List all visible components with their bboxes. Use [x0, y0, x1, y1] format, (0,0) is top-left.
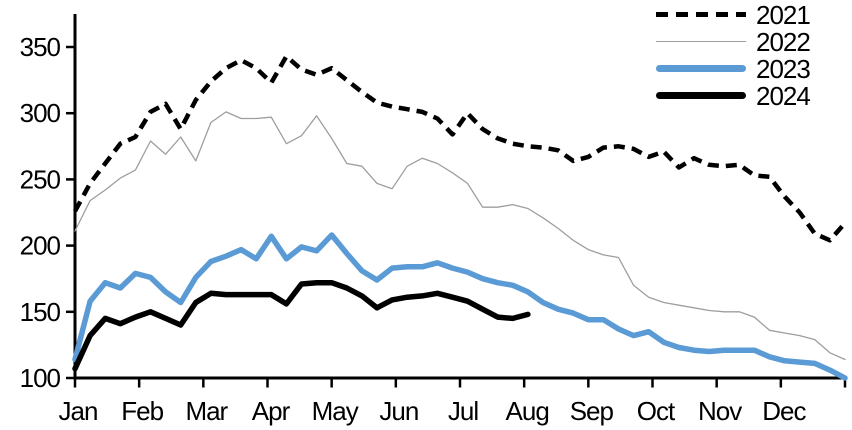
x-axis-month-label: Dec [762, 396, 806, 426]
legend-item-2023: 2023 [656, 53, 811, 84]
y-axis-tick-label: 300 [20, 98, 61, 128]
x-axis-month-label: Jul [448, 396, 478, 426]
legend-item-2022: 2022 [656, 26, 811, 57]
x-axis-month-label: Apr [252, 396, 291, 426]
x-axis-month-label: Jan [59, 396, 98, 426]
x-axis-month-label: Aug [506, 396, 549, 426]
x-axis-month-label: Jun [379, 396, 418, 426]
y-axis-tick-label: 150 [20, 297, 61, 327]
legend: 2021 2022 2023 2024 [656, 0, 811, 111]
y-axis-tick-label: 100 [20, 363, 61, 393]
series-line-2022 [74, 111, 846, 361]
legend-line-2024-black [656, 92, 746, 99]
legend-item-2021: 2021 [656, 0, 811, 30]
series-line-2023 [72, 232, 848, 381]
series-line-2021 [73, 54, 847, 243]
legend-line-2021-dashed [656, 12, 746, 17]
series-line-2024 [72, 279, 531, 372]
x-axis-month-label: Feb [121, 396, 163, 426]
legend-label-2021: 2021 [756, 0, 811, 30]
legend-item-2024: 2024 [656, 80, 811, 111]
y-axis-tick-label: 250 [20, 164, 61, 194]
legend-label-2022: 2022 [756, 26, 811, 57]
legend-label-2023: 2023 [756, 53, 811, 84]
legend-line-2023-blue [656, 65, 746, 72]
x-axis-month-label: Sep [570, 396, 614, 426]
x-axis-month-label: Nov [698, 396, 742, 426]
x-axis-month-label: Oct [637, 396, 676, 426]
x-axis-month-label: Mar [185, 396, 228, 426]
y-axis-tick-label: 350 [20, 32, 61, 62]
x-axis-month-label: May [312, 396, 359, 426]
legend-label-2024: 2024 [756, 80, 811, 111]
y-axis-tick-label: 200 [20, 231, 61, 261]
legend-line-2022-thin [656, 40, 746, 43]
